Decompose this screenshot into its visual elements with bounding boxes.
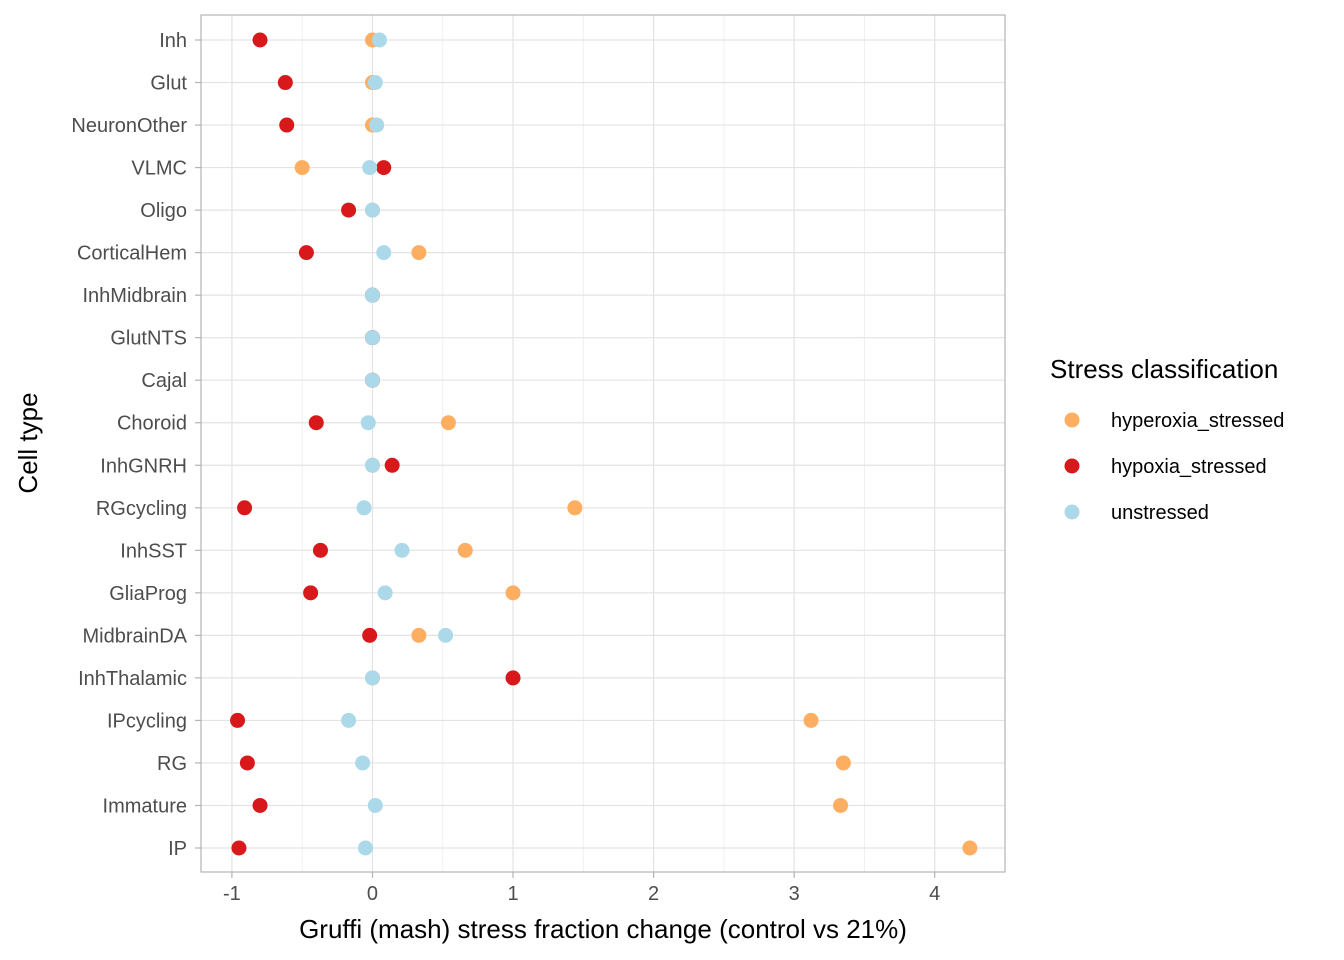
legend-items: hyperoxia_stressed hypoxia_stressedunstre… — [1064, 410, 1284, 524]
point-hypoxia-stressed — [384, 457, 400, 473]
point-hyperoxia-stressed — [835, 755, 851, 771]
point-unstressed — [357, 840, 373, 856]
point-unstressed — [377, 585, 393, 601]
y-tick-label: IPcycling — [107, 710, 187, 732]
point-unstressed — [372, 32, 388, 48]
y-tick-label: RGcycling — [96, 498, 187, 520]
point-hypoxia-stressed — [239, 755, 255, 771]
x-tick-labels: -1 0 1 2 3 4 — [223, 883, 940, 905]
y-tick-label: CorticalHem — [77, 243, 187, 265]
point-unstressed — [394, 542, 410, 558]
y-tick-label: GlutNTS — [110, 328, 187, 350]
y-tick-label: VLMC — [131, 158, 187, 180]
y-tick-label: Oligo — [140, 200, 187, 222]
x-tick-label: 0 — [367, 883, 378, 905]
point-hyperoxia-stressed — [411, 245, 427, 261]
legend-title: Stress classification — [1050, 354, 1278, 384]
x-axis-title: Gruffi (mash) stress fraction change (co… — [299, 914, 907, 944]
legend-key-hyperoxia-stressed — [1064, 412, 1080, 428]
point-hypoxia-stressed — [252, 32, 268, 48]
y-tick-label: InhThalamic — [78, 668, 187, 690]
x-tick-label: 2 — [648, 883, 659, 905]
point-hypoxia-stressed — [231, 840, 247, 856]
point-hypoxia-stressed — [376, 160, 392, 176]
point-hyperoxia-stressed — [833, 797, 849, 813]
plot-background — [201, 15, 1005, 872]
y-tick-label: InhMidbrain — [82, 285, 187, 307]
point-unstressed — [364, 372, 380, 388]
point-hypoxia-stressed — [362, 627, 378, 643]
point-unstressed — [364, 670, 380, 686]
point-hypoxia-stressed — [312, 542, 328, 558]
y-tick-label: MidbrainDA — [83, 625, 188, 647]
point-hyperoxia-stressed — [411, 627, 427, 643]
point-unstressed — [355, 755, 371, 771]
legend-key-unstressed — [1064, 504, 1080, 520]
point-hypoxia-stressed — [237, 500, 253, 516]
plot-border — [200, 14, 1006, 873]
legend-label: unstressed — [1111, 502, 1209, 524]
point-hypoxia-stressed — [303, 585, 319, 601]
legend: Stress classification hyperoxia_stressed… — [1050, 354, 1284, 524]
y-tick-label: InhGNRH — [100, 455, 187, 477]
point-unstressed — [376, 245, 392, 261]
point-hyperoxia-stressed — [505, 585, 521, 601]
point-unstressed — [341, 712, 357, 728]
legend-label: hyperoxia_stressed — [1111, 410, 1284, 432]
y-tick-label: Glut — [150, 73, 187, 95]
legend-key-hypoxia-stressed — [1064, 458, 1080, 474]
point-hypoxia-stressed — [252, 797, 268, 813]
point-hypoxia-stressed — [298, 245, 314, 261]
point-unstressed — [364, 330, 380, 346]
point-hypoxia-stressed — [341, 202, 357, 218]
point-unstressed — [362, 160, 378, 176]
minor-gridlines — [301, 15, 865, 872]
point-unstressed — [364, 287, 380, 303]
major-gridlines — [201, 15, 1005, 872]
point-hypoxia-stressed — [279, 117, 295, 133]
y-tick-label: Choroid — [117, 413, 187, 435]
x-tick-label: 4 — [929, 883, 940, 905]
y-tick-label: NeuronOther — [71, 115, 187, 137]
y-tick-label: RG — [157, 753, 187, 775]
point-unstressed — [367, 797, 383, 813]
point-hyperoxia-stressed — [567, 500, 583, 516]
y-tick-label: Inh — [159, 30, 187, 52]
point-unstressed — [369, 117, 385, 133]
point-hypoxia-stressed — [230, 712, 246, 728]
point-hyperoxia-stressed — [803, 712, 819, 728]
point-unstressed — [356, 500, 372, 516]
axis-ticks — [195, 39, 936, 878]
x-tick-label: 3 — [789, 883, 800, 905]
point-unstressed — [360, 415, 376, 431]
point-hypoxia-stressed — [308, 415, 324, 431]
point-hypoxia-stressed — [505, 670, 521, 686]
y-tick-label: InhSST — [120, 540, 187, 562]
point-unstressed — [364, 457, 380, 473]
point-hyperoxia-stressed — [440, 415, 456, 431]
point-hypoxia-stressed — [277, 75, 293, 91]
point-unstressed — [364, 202, 380, 218]
y-tick-label: Cajal — [141, 370, 187, 392]
y-tick-labels: Inh Glut NeuronOther VLMC Oligo CorticalHem In… — [71, 30, 187, 860]
point-unstressed — [367, 75, 383, 91]
point-hyperoxia-stressed — [457, 542, 473, 558]
legend-label: hypoxia_stressed — [1111, 456, 1267, 478]
data-points — [230, 32, 978, 856]
point-hyperoxia-stressed — [294, 160, 310, 176]
y-tick-label: Immature — [103, 795, 187, 817]
point-hyperoxia-stressed — [962, 840, 978, 856]
y-axis-title: Cell type — [13, 392, 43, 493]
y-tick-label: GliaProg — [109, 583, 187, 605]
y-tick-label: IP — [168, 838, 187, 860]
x-tick-label: -1 — [223, 883, 241, 905]
x-tick-label: 1 — [507, 883, 518, 905]
point-unstressed — [438, 627, 454, 643]
